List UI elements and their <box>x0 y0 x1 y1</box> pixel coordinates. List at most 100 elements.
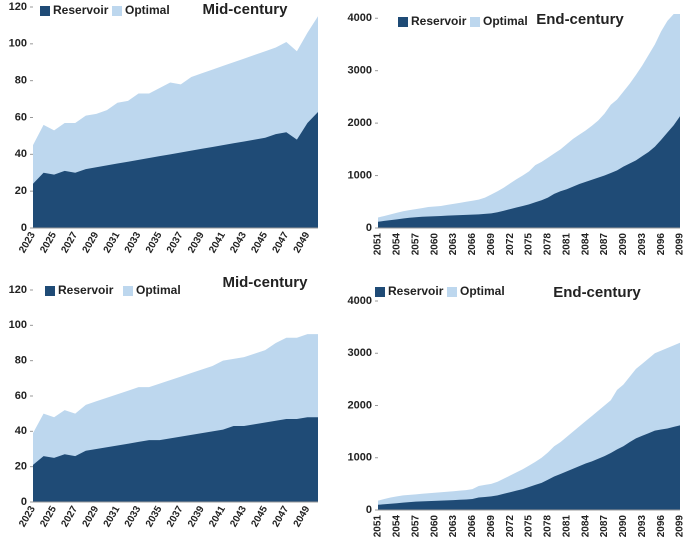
x-tick-label: 2049 <box>292 230 313 255</box>
x-tick-label: 2093 <box>637 233 648 256</box>
x-tick-label: 2027 <box>59 504 80 529</box>
x-tick-label: 2078 <box>543 233 554 256</box>
x-tick-label: 2081 <box>561 515 572 538</box>
x-tick-label: 2075 <box>524 515 535 538</box>
y-tick-label: 0 <box>21 222 27 234</box>
area <box>33 111 318 228</box>
x-tick-label: 2035 <box>144 230 165 255</box>
x-tick-label: 2084 <box>580 233 591 256</box>
legend-swatch <box>123 286 133 296</box>
x-tick-label: 2075 <box>524 233 535 256</box>
x-tick-label: 2096 <box>656 515 667 538</box>
x-tick-label: 2084 <box>580 515 591 538</box>
legend-swatch <box>112 6 122 16</box>
x-tick-label: 2090 <box>618 515 629 538</box>
x-tick-label: 2039 <box>186 504 207 529</box>
legend-label: Reservoir <box>53 3 109 17</box>
x-tick-label: 2045 <box>249 504 270 529</box>
y-tick-label: 2000 <box>348 399 372 411</box>
y-tick-label: 20 <box>15 461 27 473</box>
x-tick-label: 2051 <box>373 233 384 256</box>
x-tick-label: 2033 <box>123 504 144 529</box>
x-tick-label: 2060 <box>429 233 440 256</box>
x-tick-label: 2025 <box>38 230 59 255</box>
x-tick-label: 2087 <box>599 515 610 538</box>
y-tick-label: 120 <box>9 1 27 13</box>
legend-label: Reservoir <box>58 283 114 297</box>
legend-label: Optimal <box>136 283 181 297</box>
x-tick-label: 2027 <box>59 230 80 255</box>
x-tick-label: 2057 <box>410 515 421 538</box>
chart-title: Mid-century <box>222 274 308 291</box>
x-tick-label: 2057 <box>410 233 421 256</box>
x-tick-label: 2081 <box>561 233 572 256</box>
y-tick-label: 3000 <box>348 347 372 359</box>
x-tick-label: 2054 <box>392 233 403 256</box>
x-tick-label: 2066 <box>467 515 478 538</box>
x-tick-label: 2043 <box>228 230 249 255</box>
area <box>378 14 680 228</box>
x-tick-label: 2031 <box>102 504 123 529</box>
y-tick-label: 4000 <box>348 295 372 307</box>
y-tick-label: 100 <box>9 38 27 50</box>
y-tick-label: 2000 <box>348 117 372 129</box>
legend-label: Optimal <box>125 3 170 17</box>
y-tick-label: 3000 <box>348 65 372 77</box>
y-tick-label: 100 <box>9 319 27 331</box>
chart-title: Mid-century <box>202 1 288 18</box>
chart-title: End-century <box>536 11 624 28</box>
x-tick-label: 2066 <box>467 233 478 256</box>
x-tick-label: 2060 <box>429 515 440 538</box>
y-tick-label: 80 <box>15 355 27 367</box>
y-tick-label: 20 <box>15 185 27 197</box>
legend-label: Optimal <box>460 284 505 298</box>
x-tick-label: 2037 <box>165 230 186 255</box>
y-tick-label: 80 <box>15 75 27 87</box>
y-tick-label: 120 <box>9 284 27 296</box>
x-tick-label: 2029 <box>81 504 102 529</box>
legend-swatch <box>470 17 480 27</box>
legend-label: Reservoir <box>388 284 444 298</box>
x-tick-label: 2063 <box>448 515 459 538</box>
x-tick-label: 2072 <box>505 233 516 256</box>
x-tick-label: 2072 <box>505 515 516 538</box>
legend-swatch <box>447 287 457 297</box>
legend-swatch <box>45 286 55 296</box>
x-tick-label: 2047 <box>271 504 292 529</box>
y-tick-label: 0 <box>366 504 372 516</box>
x-tick-label: 2099 <box>675 233 685 256</box>
legend-swatch <box>40 6 50 16</box>
y-tick-label: 40 <box>15 425 27 437</box>
x-tick-label: 2041 <box>207 504 228 529</box>
y-tick-label: 0 <box>21 496 27 508</box>
x-tick-label: 2069 <box>486 233 497 256</box>
x-tick-label: 2037 <box>165 504 186 529</box>
legend-label: Optimal <box>483 14 528 28</box>
x-tick-label: 2039 <box>186 230 207 255</box>
x-tick-label: 2043 <box>228 504 249 529</box>
area <box>33 417 318 502</box>
x-tick-label: 2031 <box>102 230 123 255</box>
area <box>378 116 680 228</box>
y-tick-label: 0 <box>366 222 372 234</box>
x-tick-label: 2087 <box>599 233 610 256</box>
x-tick-label: 2099 <box>675 515 685 538</box>
x-tick-label: 2069 <box>486 515 497 538</box>
legend-swatch <box>398 17 408 27</box>
x-tick-label: 2049 <box>292 504 313 529</box>
x-tick-label: 2029 <box>81 230 102 255</box>
x-tick-label: 2054 <box>392 515 403 538</box>
x-tick-label: 2033 <box>123 230 144 255</box>
x-tick-label: 2045 <box>249 230 270 255</box>
y-tick-label: 60 <box>15 111 27 123</box>
y-tick-label: 1000 <box>348 452 372 464</box>
x-tick-label: 2090 <box>618 233 629 256</box>
x-tick-label: 2041 <box>207 230 228 255</box>
y-tick-label: 60 <box>15 390 27 402</box>
x-tick-label: 2063 <box>448 233 459 256</box>
x-tick-label: 2025 <box>38 504 59 529</box>
chart-title: End-century <box>553 284 641 301</box>
y-tick-label: 1000 <box>348 169 372 181</box>
y-tick-label: 4000 <box>348 12 372 24</box>
